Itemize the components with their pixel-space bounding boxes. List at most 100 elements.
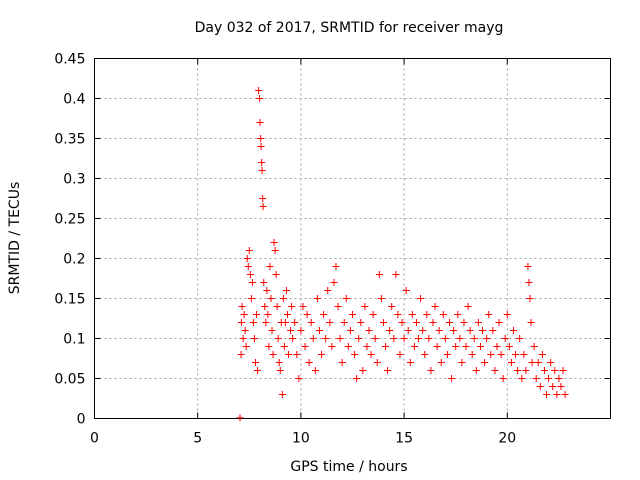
- data-point: [257, 143, 265, 150]
- data-point: [557, 383, 565, 390]
- data-point: [512, 351, 520, 358]
- data-point: [237, 351, 245, 358]
- data-point: [367, 351, 375, 358]
- x-tick-label: 15: [395, 431, 413, 447]
- data-point: [464, 303, 472, 310]
- data-point: [357, 319, 365, 326]
- data-point: [373, 359, 381, 366]
- data-point: [509, 327, 517, 334]
- data-point: [262, 319, 270, 326]
- data-point: [522, 367, 530, 374]
- data-point: [363, 343, 371, 350]
- data-point: [419, 327, 427, 334]
- data-points: [236, 87, 569, 422]
- data-point: [315, 327, 323, 334]
- data-point: [437, 359, 445, 366]
- data-point: [559, 367, 567, 374]
- data-point: [346, 327, 354, 334]
- data-point: [452, 343, 460, 350]
- data-point: [466, 327, 474, 334]
- data-point: [248, 279, 256, 286]
- data-point: [485, 311, 493, 318]
- data-point: [421, 351, 429, 358]
- data-point: [273, 303, 281, 310]
- data-point: [549, 383, 557, 390]
- data-point: [386, 327, 394, 334]
- data-point: [415, 335, 423, 342]
- data-point: [394, 311, 402, 318]
- data-point: [458, 359, 466, 366]
- data-point: [361, 303, 369, 310]
- data-point: [527, 319, 535, 326]
- data-point: [425, 335, 433, 342]
- y-tick-label: 0.15: [54, 292, 85, 308]
- data-point: [261, 303, 269, 310]
- data-point: [540, 367, 548, 374]
- data-point: [276, 367, 284, 374]
- data-point: [435, 327, 443, 334]
- y-tick-label: 0.2: [63, 252, 85, 268]
- x-tick-label: 20: [498, 431, 516, 447]
- data-point: [245, 247, 253, 254]
- data-point: [398, 319, 406, 326]
- data-point: [344, 343, 352, 350]
- data-point: [543, 391, 551, 398]
- y-tick-label: 0.45: [54, 52, 85, 68]
- data-point: [497, 351, 505, 358]
- data-point: [518, 375, 526, 382]
- data-point: [507, 359, 515, 366]
- data-point: [267, 295, 275, 302]
- data-point: [236, 414, 244, 422]
- data-point: [456, 335, 464, 342]
- data-point: [551, 367, 559, 374]
- data-point: [375, 271, 383, 278]
- data-point: [538, 351, 546, 358]
- data-point: [259, 195, 267, 202]
- data-point: [282, 287, 290, 294]
- data-point: [239, 335, 247, 342]
- data-point: [281, 319, 289, 326]
- data-point: [301, 343, 309, 350]
- data-point: [288, 303, 296, 310]
- plot-frame: [94, 58, 611, 419]
- axis-ticks: 0 0.05 0.1 0.15 0.2 0.25 0.3 0.35 0.4 0.45 0 5 10 15 2…: [54, 52, 611, 447]
- data-point: [242, 343, 250, 350]
- data-point: [487, 351, 495, 358]
- data-point: [483, 335, 491, 342]
- y-tick-label: 0.25: [54, 212, 85, 228]
- data-point: [371, 335, 379, 342]
- data-point: [278, 391, 286, 398]
- data-point: [479, 327, 487, 334]
- data-point: [258, 159, 266, 166]
- data-point: [491, 367, 499, 374]
- y-tick-label: 0.05: [54, 372, 85, 388]
- y-tick-label: 0.1: [63, 332, 85, 348]
- data-point: [266, 263, 274, 270]
- data-point: [283, 311, 291, 318]
- data-point: [349, 311, 356, 318]
- data-point: [258, 167, 266, 174]
- data-point: [251, 359, 259, 366]
- data-point: [400, 335, 408, 342]
- data-point: [495, 319, 503, 326]
- data-point: [250, 335, 258, 342]
- x-axis-label: GPS time / hours: [290, 459, 407, 475]
- data-point: [295, 375, 303, 382]
- data-point: [446, 319, 454, 326]
- data-point: [472, 367, 480, 374]
- data-point: [240, 311, 248, 318]
- data-point: [340, 319, 348, 326]
- data-point: [365, 327, 373, 334]
- data-point: [392, 271, 400, 278]
- data-point: [271, 247, 279, 254]
- data-point: [528, 359, 536, 366]
- data-point: [433, 343, 441, 350]
- data-point: [287, 327, 295, 334]
- data-point: [525, 279, 533, 286]
- data-point: [342, 295, 350, 302]
- data-point: [448, 375, 456, 382]
- data-point: [291, 319, 299, 326]
- data-point: [274, 335, 282, 342]
- data-point: [417, 295, 425, 302]
- data-point: [476, 343, 484, 350]
